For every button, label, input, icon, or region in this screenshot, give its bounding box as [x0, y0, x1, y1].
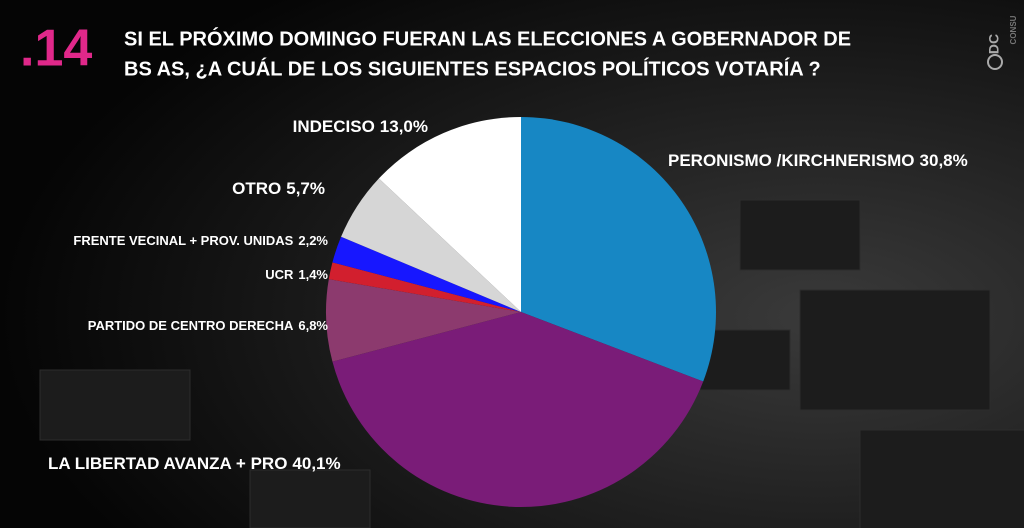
category-label: PERONISMO /KIRCHNERISMO — [668, 151, 915, 170]
category-label: INDECISO — [293, 117, 375, 136]
slice-label: LA LIBERTAD AVANZA + PRO 40,1% — [48, 454, 341, 473]
category-label: PARTIDO DE CENTRO DERECHA — [88, 318, 294, 333]
category-label: OTRO — [232, 179, 281, 198]
pie-slice — [332, 236, 521, 312]
pie-slice — [326, 279, 521, 362]
slice-label: FRENTE VECINAL + PROV. UNIDAS 2,2% — [73, 233, 328, 248]
pie-slice — [521, 117, 716, 382]
title-line: SI EL PRÓXIMO DOMINGO FUERAN LAS ELECCIO… — [124, 26, 851, 50]
category-label: LA LIBERTAD AVANZA + PRO — [48, 454, 287, 473]
pie-slice — [332, 312, 704, 507]
value-label: 5,7% — [286, 179, 325, 198]
slice-label: PERONISMO /KIRCHNERISMO 30,8% — [668, 151, 968, 170]
category-label: UCR — [265, 267, 294, 282]
cubes — [39, 199, 1024, 528]
value-label: 6,8% — [298, 318, 328, 333]
value-label: 1,4% — [298, 267, 328, 282]
brand-sub: CONSU — [1009, 15, 1018, 44]
slice-label: INDECISO 13,0% — [293, 117, 428, 136]
logo-mark — [987, 54, 1003, 70]
value-label: 13,0% — [380, 117, 428, 136]
slice-label: OTRO 5,7% — [232, 179, 325, 198]
pie-slice — [378, 117, 521, 312]
pie-slice — [341, 178, 521, 312]
value-label: 30,8% — [920, 151, 968, 170]
slice-label: PARTIDO DE CENTRO DERECHA 6,8% — [88, 318, 329, 333]
title-line: BS AS, ¿A CUÁL DE LOS SIGUIENTES ESPACIO… — [124, 57, 821, 80]
category-label: FRENTE VECINAL + PROV. UNIDAS — [73, 233, 293, 248]
value-label: 40,1% — [292, 454, 340, 473]
slide-number: .14 — [20, 20, 92, 78]
slice-label: UCR 1,4% — [265, 267, 328, 282]
value-label: 2,2% — [298, 233, 328, 248]
brand: DC — [986, 34, 1002, 54]
pie-slice — [328, 262, 521, 312]
